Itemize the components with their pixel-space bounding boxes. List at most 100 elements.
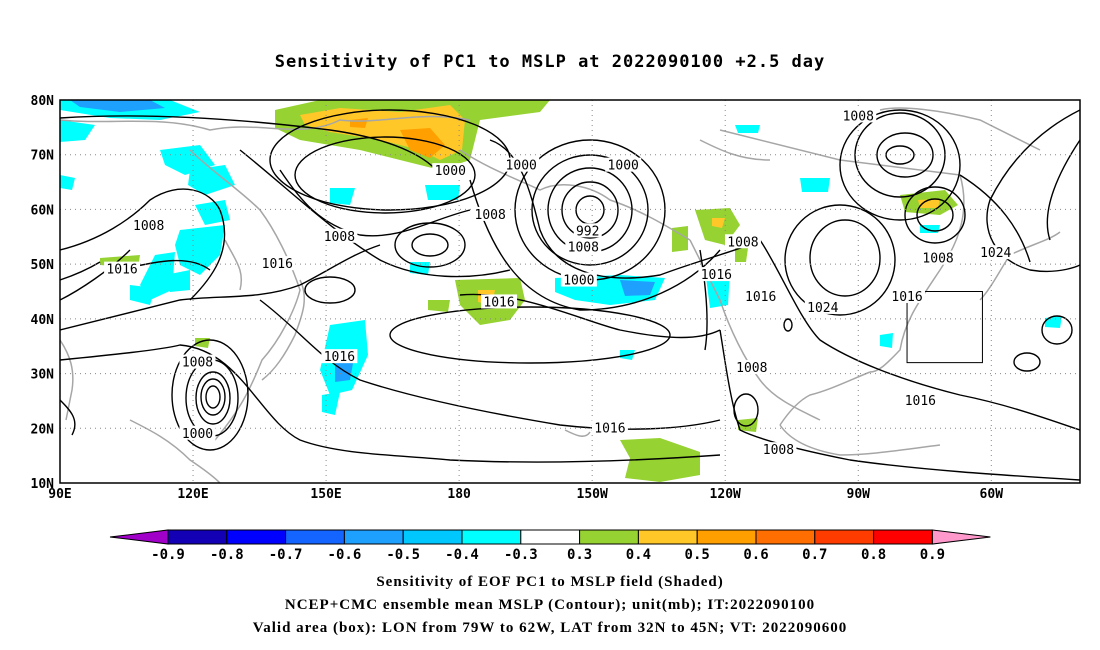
colorbar-swatch: [343, 529, 404, 545]
contour-label: 1008: [182, 356, 213, 371]
contour-label-bg: [591, 420, 628, 435]
colorbar-low-triangle: [109, 529, 169, 545]
contour-label: 1000: [563, 274, 594, 289]
lon-tick-label: 90W: [847, 487, 871, 502]
contour-label: 1000: [182, 427, 213, 442]
lon-tick-label: 150W: [577, 487, 608, 502]
colorbar-swatch: [402, 529, 463, 545]
colorbar-label: 0.6: [743, 547, 768, 563]
lat-tick-label: 80N: [31, 94, 55, 109]
contour-label-bg: [889, 288, 926, 303]
colorbar-swatch: [167, 529, 228, 545]
contour-label: 1016: [262, 257, 293, 272]
colorbar-label: -0.8: [210, 547, 244, 563]
contour-label-bg: [760, 442, 797, 457]
colorbar-label: -0.9: [151, 547, 185, 563]
colorbar-label: 0.3: [567, 547, 592, 563]
lon-tick-label: 180: [447, 487, 471, 502]
contour-label-bg: [724, 234, 761, 249]
contour-label: 1016: [324, 350, 355, 365]
contour-label: 1008: [736, 361, 767, 376]
valid-area-box: [906, 291, 983, 364]
colorbar-swatch: [520, 529, 581, 545]
contour-label-bg: [321, 228, 358, 243]
colorbar-swatch: [873, 529, 933, 545]
colorbar-label: -0.3: [504, 547, 538, 563]
colorbar-label: -0.4: [445, 547, 479, 563]
contour-label-bg: [321, 349, 358, 364]
contour-label: 1000: [435, 164, 466, 179]
colorbar-swatch: [579, 529, 639, 545]
sensitivity-shading: [60, 100, 1062, 482]
lat-tick-label: 60N: [31, 203, 55, 218]
colorbar-label: 0.4: [626, 547, 651, 563]
contour-label-bg: [804, 299, 841, 314]
contour-label-bg: [573, 223, 602, 238]
mslp-contours: [60, 109, 1080, 481]
colorbar-label: 0.7: [802, 547, 827, 563]
contour-label: 1008: [727, 235, 758, 250]
contour-label: 1008: [133, 219, 164, 234]
contour-label: 1024: [807, 301, 838, 316]
contour-label: 1016: [594, 421, 625, 436]
lon-tick-label: 90E: [48, 487, 71, 502]
caption-line-1: Sensitivity of EOF PC1 to MSLP field (Sh…: [376, 574, 724, 590]
contour-label-bg: [840, 108, 877, 123]
contour-label-bg: [130, 217, 167, 232]
contour-label-bg: [698, 267, 735, 282]
colorbar-label: -0.7: [269, 547, 303, 563]
contour-label-bg: [920, 250, 957, 265]
map-frame: [59, 99, 1081, 484]
contour-label-bg: [605, 157, 642, 172]
colorbar-swatch: [696, 529, 757, 545]
contour-label-bg: [560, 272, 597, 287]
colorbar-label: 0.9: [920, 547, 945, 563]
contour-label-bg: [179, 425, 216, 440]
map-title: Sensitivity of PC1 to MSLP at 2022090100…: [274, 52, 826, 72]
contour-label: 1016: [701, 268, 732, 283]
colorbar-high-triangle: [931, 529, 991, 545]
contour-labels: 1008 1000 1000 1000 1008 1008 992 1008 1008 1008 1…: [104, 108, 1014, 458]
lat-tick-label: 70N: [31, 149, 55, 164]
contour-label: 1008: [763, 443, 794, 458]
contour-label-bg: [472, 206, 509, 221]
caption-line-2: NCEP+CMC ensemble mean MSLP (Contour); u…: [284, 597, 816, 613]
contour-label: 992: [576, 224, 599, 239]
contour-label: 1008: [922, 252, 953, 267]
contour-label-bg: [432, 163, 469, 178]
colorbar-swatch: [814, 529, 875, 545]
lon-tick-label: 120E: [177, 487, 208, 502]
colorbar-swatch: [637, 529, 698, 545]
lat-tick-label: 50N: [31, 258, 55, 273]
lat-tick-label: 10N: [31, 477, 55, 492]
lon-tick-label: 60W: [980, 487, 1004, 502]
colorbar-label: 0.8: [861, 547, 886, 563]
contour-label: 1008: [475, 208, 506, 223]
colorbar-label: -0.5: [386, 547, 420, 563]
contour-label-bg: [259, 256, 296, 271]
contour-label-bg: [179, 354, 216, 369]
lon-tick-label: 120W: [710, 487, 741, 502]
contour-label-bg: [104, 261, 141, 276]
contour-label-bg: [742, 288, 779, 303]
colorbar-swatch: [285, 529, 345, 545]
colorbar-label: 0.5: [685, 547, 710, 563]
contour-label-bg: [503, 157, 540, 172]
contour-label: 1008: [324, 230, 355, 245]
contour-label: 1016: [905, 394, 936, 409]
colorbar-swatch: [461, 529, 522, 545]
contour-label: 1016: [745, 290, 776, 305]
contour-label: 1016: [106, 263, 137, 278]
contour-label-bg: [977, 245, 1014, 260]
contour-label-bg: [481, 294, 518, 309]
contour-label-bg: [733, 360, 770, 375]
contour-label: 1000: [506, 159, 537, 174]
contour-label-bg: [902, 392, 939, 407]
colorbar: -0.9 -0.8 -0.7 -0.6 -0.5 -0.4 -0.3 0.3 0.4 0.5 0.6…: [109, 529, 991, 563]
contour-label: 1024: [980, 246, 1011, 261]
lat-tick-label: 40N: [31, 313, 55, 328]
contour-label: 1008: [568, 241, 599, 256]
contour-label-bg: [565, 239, 602, 254]
colorbar-swatch: [226, 529, 287, 545]
